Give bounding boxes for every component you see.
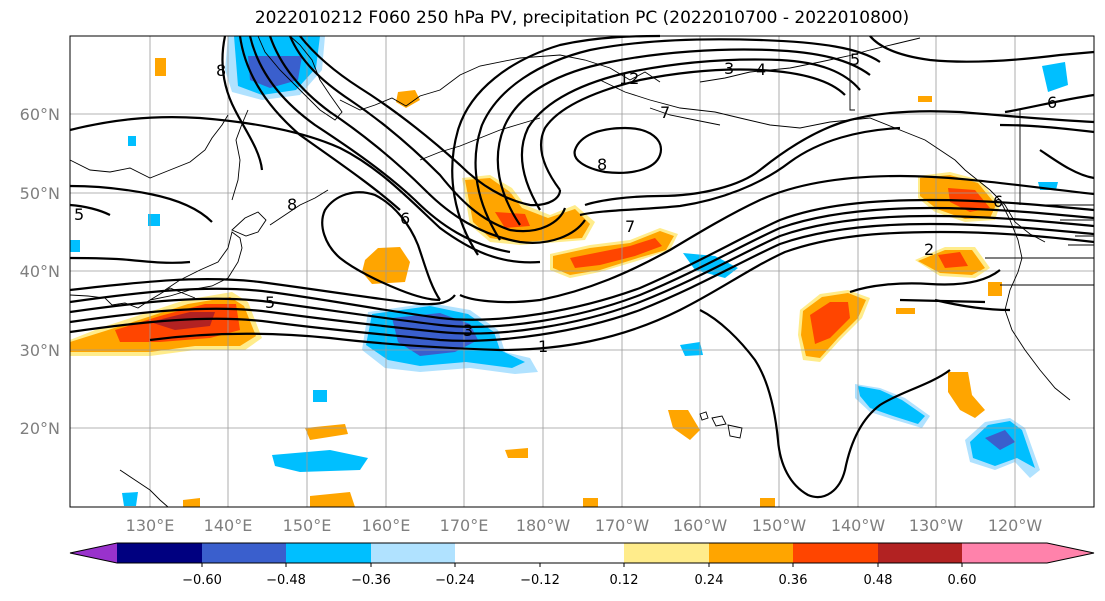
pv-label: 3 [463, 321, 473, 340]
lon-tick-label: 130°E [126, 516, 175, 535]
colorbar-tick-label: 0.12 [610, 573, 639, 588]
pv-label: 2 [924, 240, 934, 259]
pv-label: 8 [597, 155, 607, 174]
colorbar-tick-label: −0.60 [182, 573, 222, 588]
colorbar-segment [455, 543, 540, 563]
lon-tick-label: 150°W [752, 516, 807, 535]
pv-label: 5 [74, 205, 84, 224]
pv-label: 5 [850, 50, 860, 69]
colorbar-ticks [201, 563, 963, 567]
colorbar-tick-label: −0.36 [351, 573, 391, 588]
map-border [69, 35, 1095, 508]
lat-tick-label: 50°N [20, 184, 60, 203]
colorbar-segment [540, 543, 624, 563]
pv-contours [69, 34, 1095, 498]
colorbar-tick-label: −0.12 [520, 573, 560, 588]
pv-label: 3 [724, 59, 734, 78]
colorbar-max-extension [1047, 543, 1094, 563]
pv-label: 4 [756, 60, 766, 79]
colorbar-tick-label: 0.48 [864, 573, 893, 588]
lat-tick-label: 30°N [20, 341, 60, 360]
lon-tick-label: 160°W [673, 516, 728, 535]
lat-tick-label: 20°N [20, 419, 60, 438]
contour-labels: 8 8 12 3 4 5 6 6 7 8 7 5 5 3 1 2 6 [74, 50, 1057, 356]
pv-label: 1 [538, 337, 548, 356]
lon-tick-label: 120°W [988, 516, 1043, 535]
lon-tick-label: 170°E [440, 516, 489, 535]
pv-label: 7 [660, 103, 670, 122]
colorbar-segment [962, 543, 1047, 563]
colorbar-segment [878, 543, 962, 563]
lon-tick-label: 160°E [362, 516, 411, 535]
lon-tick-label: 170°W [595, 516, 650, 535]
colorbar-tick-label: 0.24 [695, 573, 724, 588]
pv-label: 12 [619, 69, 639, 88]
pv-label: 5 [265, 293, 275, 312]
colorbar-segment [202, 543, 286, 563]
pv-label: 8 [216, 61, 226, 80]
colorbar-tick-label: 0.36 [779, 573, 808, 588]
lon-tick-label: 140°W [831, 516, 886, 535]
lat-axis: 60°N 50°N 40°N 30°N 20°N [20, 105, 60, 438]
map-title: 2022010212 F060 250 hPa PV, precipitatio… [254, 8, 910, 28]
colorbar-tick-label: −0.48 [266, 573, 306, 588]
lon-tick-label: 130°W [909, 516, 964, 535]
colorbar: −0.60 −0.48 −0.36 −0.24 −0.12 0.12 0.24 … [69, 542, 1095, 588]
lon-axis: 130°E 140°E 150°E 160°E 170°E 180°W 170°… [126, 516, 1043, 535]
lat-tick-label: 60°N [20, 105, 60, 124]
pv-label: 8 [287, 195, 297, 214]
colorbar-min-extension [70, 543, 117, 563]
colorbar-segment [793, 543, 878, 563]
colorbar-tick-label: −0.24 [435, 573, 475, 588]
colorbar-outline [69, 542, 1095, 564]
lon-tick-label: 180°W [516, 516, 571, 535]
colorbar-segment [371, 543, 455, 563]
colorbar-segment [709, 543, 793, 563]
colorbar-segment [624, 543, 709, 563]
pv-label: 6 [1047, 93, 1057, 112]
lon-tick-label: 140°E [204, 516, 253, 535]
pv-label: 6 [400, 209, 410, 228]
lat-tick-label: 40°N [20, 262, 60, 281]
pv-label: 7 [625, 217, 635, 236]
lon-tick-label: 150°E [283, 516, 332, 535]
pv-label: 6 [993, 192, 1003, 211]
colorbar-segment [117, 543, 202, 563]
colorbar-segment [286, 543, 371, 563]
colorbar-tick-label: 0.60 [948, 573, 977, 588]
